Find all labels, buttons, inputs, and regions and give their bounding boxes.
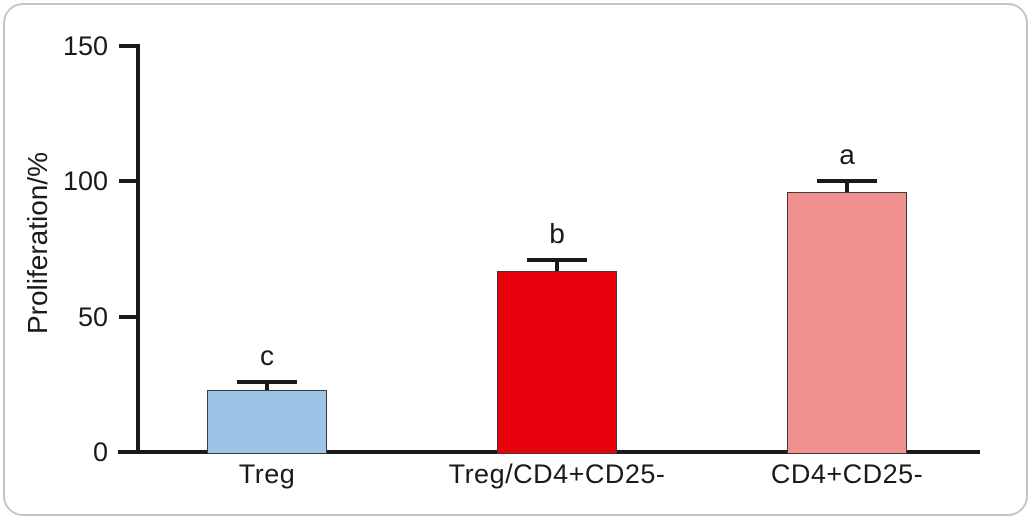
- significance-letter: c: [260, 339, 274, 371]
- error-bar-stem: [845, 181, 849, 193]
- x-category-label: CD4+CD25-: [770, 459, 924, 489]
- y-tick-label: 50: [77, 301, 108, 332]
- bar-CD4+CD25-: [787, 192, 907, 454]
- x-category-label: Treg/CD4+CD25-: [448, 459, 666, 489]
- significance-letter: b: [549, 217, 565, 249]
- y-tick-label: 150: [62, 31, 108, 61]
- bar-Treg: [207, 389, 327, 454]
- y-tick-mark: [119, 314, 136, 319]
- error-bar-cap: [817, 179, 877, 184]
- error-bar-cap: [237, 379, 297, 384]
- y-tick-mark: [119, 44, 136, 48]
- y-tick-label: 100: [62, 166, 108, 197]
- y-axis-line: [136, 44, 140, 454]
- error-bar-stem: [265, 381, 269, 390]
- error-bar-stem: [555, 259, 559, 271]
- error-bar-cap: [527, 257, 587, 262]
- x-category-label: Treg: [238, 459, 296, 489]
- bar-Treg/CD4+CD25-: [497, 270, 617, 454]
- y-tick-label: 0: [92, 437, 108, 467]
- y-tick-mark: [119, 179, 136, 184]
- significance-letter: a: [839, 139, 855, 171]
